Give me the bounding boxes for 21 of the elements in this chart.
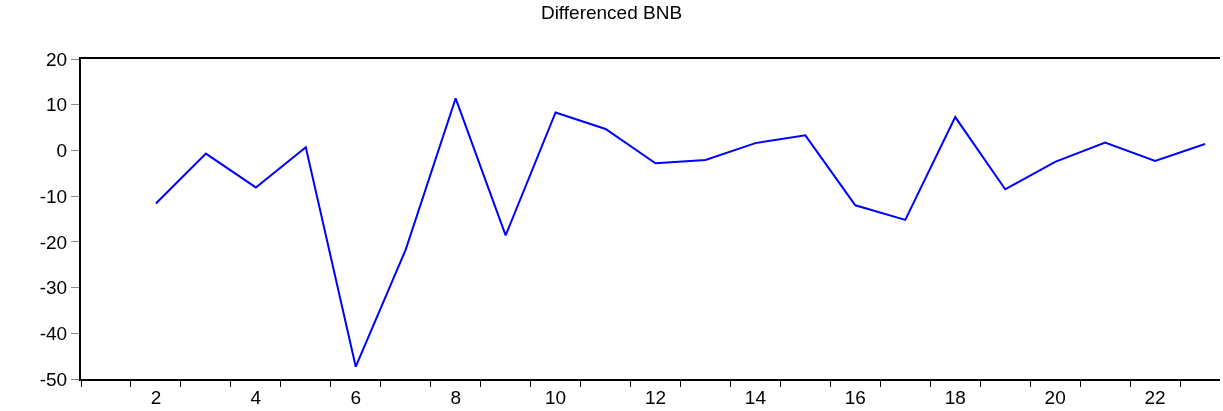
y-tick-label: -40 bbox=[39, 322, 68, 344]
chart-title: Differenced BNB bbox=[540, 2, 683, 24]
y-tick-label: 10 bbox=[46, 94, 68, 116]
x-tick-label: 20 bbox=[1044, 386, 1066, 408]
x-tick-label: 6 bbox=[350, 386, 362, 408]
x-tick-label: 8 bbox=[450, 386, 461, 408]
line-series bbox=[154, 97, 1207, 368]
x-tick-label: 22 bbox=[1144, 386, 1166, 408]
x-tick-label: 10 bbox=[545, 386, 567, 408]
x-tick-label: 2 bbox=[150, 386, 162, 408]
x-tick-label: 16 bbox=[844, 386, 866, 408]
y-tick-label: -20 bbox=[39, 231, 68, 253]
x-tick-label: 14 bbox=[744, 386, 767, 408]
x-tick-label: 12 bbox=[644, 386, 667, 408]
y-tick-label: -30 bbox=[39, 277, 68, 299]
y-tick-label: -10 bbox=[39, 185, 68, 207]
x-tick-label: 4 bbox=[250, 386, 262, 408]
y-tick-label: -50 bbox=[39, 368, 68, 390]
y-tick-label: 0 bbox=[56, 140, 68, 162]
y-tick-label: 20 bbox=[46, 48, 68, 70]
x-tick-label: 18 bbox=[944, 386, 966, 408]
